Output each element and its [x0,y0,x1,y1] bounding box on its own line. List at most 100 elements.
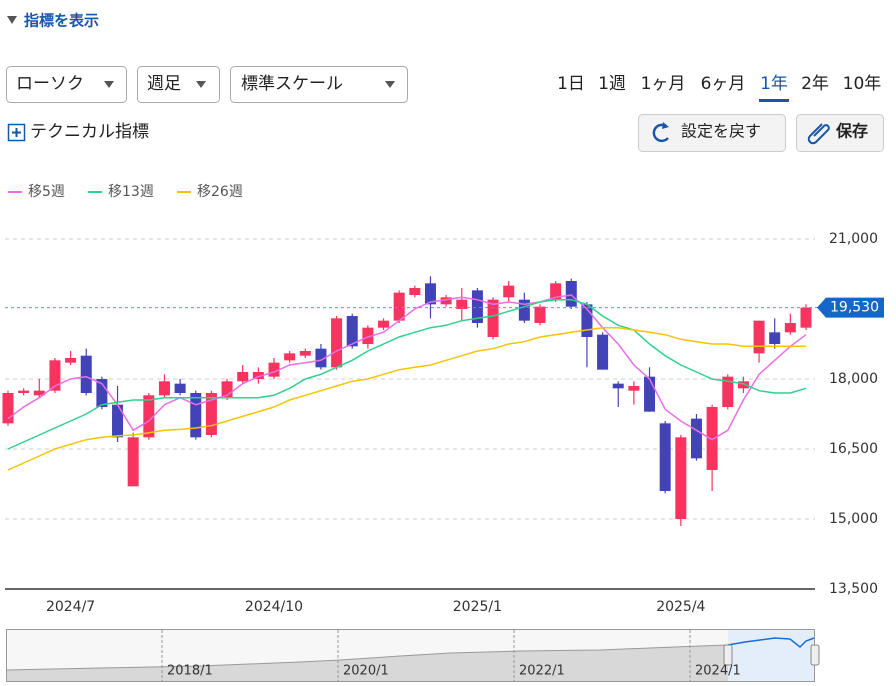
reset-label: 設定を戻す [681,122,761,141]
candle-body [252,372,264,379]
navigator-label: 2018/1 [167,664,213,679]
candle-body [456,299,468,309]
y-tick-label: 13,500 [829,581,878,597]
candle-body [237,372,249,382]
y-tick-label: 21,000 [829,231,878,247]
navigator-handle[interactable] [810,644,820,666]
navigator-label: 2020/1 [343,664,389,679]
candle-body [706,407,718,470]
x-tick-label: 2025/1 [453,599,502,615]
candle-body [362,327,374,344]
candle-body [33,390,45,396]
y-tick-label: 16,500 [829,441,878,457]
period-button[interactable]: 2年 [801,74,829,94]
dropdown-arrow [196,81,206,88]
candle-body [440,297,452,305]
candle-body [2,393,14,424]
navigator-area [7,645,728,681]
moving-average-line [7,326,806,471]
candle-body [424,283,436,305]
navigator [6,629,820,682]
save-button[interactable] [796,114,884,152]
navigator-handle[interactable] [723,644,733,666]
candle-body [722,376,734,407]
dropdown-arrow [385,81,395,88]
candle-body [409,288,421,295]
candle-body [487,299,499,337]
period-button[interactable]: 1年 [760,74,788,94]
navigator-label: 2024/1 [695,664,741,679]
period-button[interactable]: 1週 [598,74,626,94]
candle-body [737,381,749,389]
candle-body [205,393,217,435]
reset-button[interactable] [638,114,786,152]
candle-body [644,376,656,412]
candle-body [190,393,202,438]
reset-icon-arrow [662,122,669,129]
candle-body [769,332,781,344]
technical-link[interactable]: テクニカル指標 [30,122,149,142]
legend-label: 移26週 [197,184,243,200]
candle-body [331,318,343,368]
toolbar: 指標を表示 ローソク 週足 標準スケール テクニカル指標 設定を戻す 保存 [6,12,884,152]
candle-body [784,323,796,333]
candle-body [753,320,765,354]
candle-body [127,437,139,487]
candle-body [612,383,624,389]
dropdown-label: ローソク [16,74,84,94]
dropdown[interactable] [230,66,408,103]
save-label: 保存 [835,122,868,141]
candle-body [581,304,593,337]
navigator-selected-line [727,637,815,649]
legend-label: 移5週 [28,184,65,200]
navigator-label: 2022/1 [519,664,565,679]
plus-icon [12,128,21,137]
candle-body [659,423,671,491]
x-tick-label: 2024/7 [46,599,95,615]
current-price-label: 19,530 [830,300,879,316]
legend-label: 移13週 [108,184,154,200]
candle-body [315,348,327,368]
indicator-toggle[interactable]: 指標を表示 [24,12,99,30]
toggle-arrow [7,16,17,24]
candle-body [80,355,92,393]
dropdown-label: 標準スケール [241,74,343,94]
candle-body [378,320,390,328]
candle-body [268,362,280,377]
dropdown[interactable] [137,66,220,103]
candle-body [471,290,483,323]
navigator-selection[interactable] [728,630,814,681]
period-underline [759,99,789,102]
candle-body [49,360,61,391]
candle-body [393,292,405,321]
period-button[interactable]: 1日 [557,74,585,94]
moving-average-line [7,294,807,441]
candle-body [284,353,296,361]
candle-body [675,437,687,519]
period-button[interactable]: 10年 [843,74,882,94]
candle-body [221,381,233,398]
candle-body [628,386,640,391]
y-tick-label: 15,000 [829,511,878,527]
candle-body [800,307,812,328]
candle-body [96,379,108,407]
candle-body [597,334,609,370]
period-button[interactable]: 6ヶ月 [701,74,746,94]
candle-body [690,418,702,459]
y-tick-label: 18,000 [829,371,878,387]
x-tick-label: 2024/10 [245,599,303,615]
candle-body [143,395,155,438]
candle-body [112,404,124,438]
candle-body [18,390,30,393]
dropdown[interactable] [6,66,127,103]
candle-body [65,358,77,363]
candle-body [299,351,311,356]
dropdown-label: 週足 [147,74,181,94]
current-price-tag [817,297,884,318]
candle-body [158,381,170,396]
candle-body [518,299,530,321]
period-button[interactable]: 1ヶ月 [641,74,686,94]
candle-body [534,306,546,323]
moving-average-line [7,298,807,450]
